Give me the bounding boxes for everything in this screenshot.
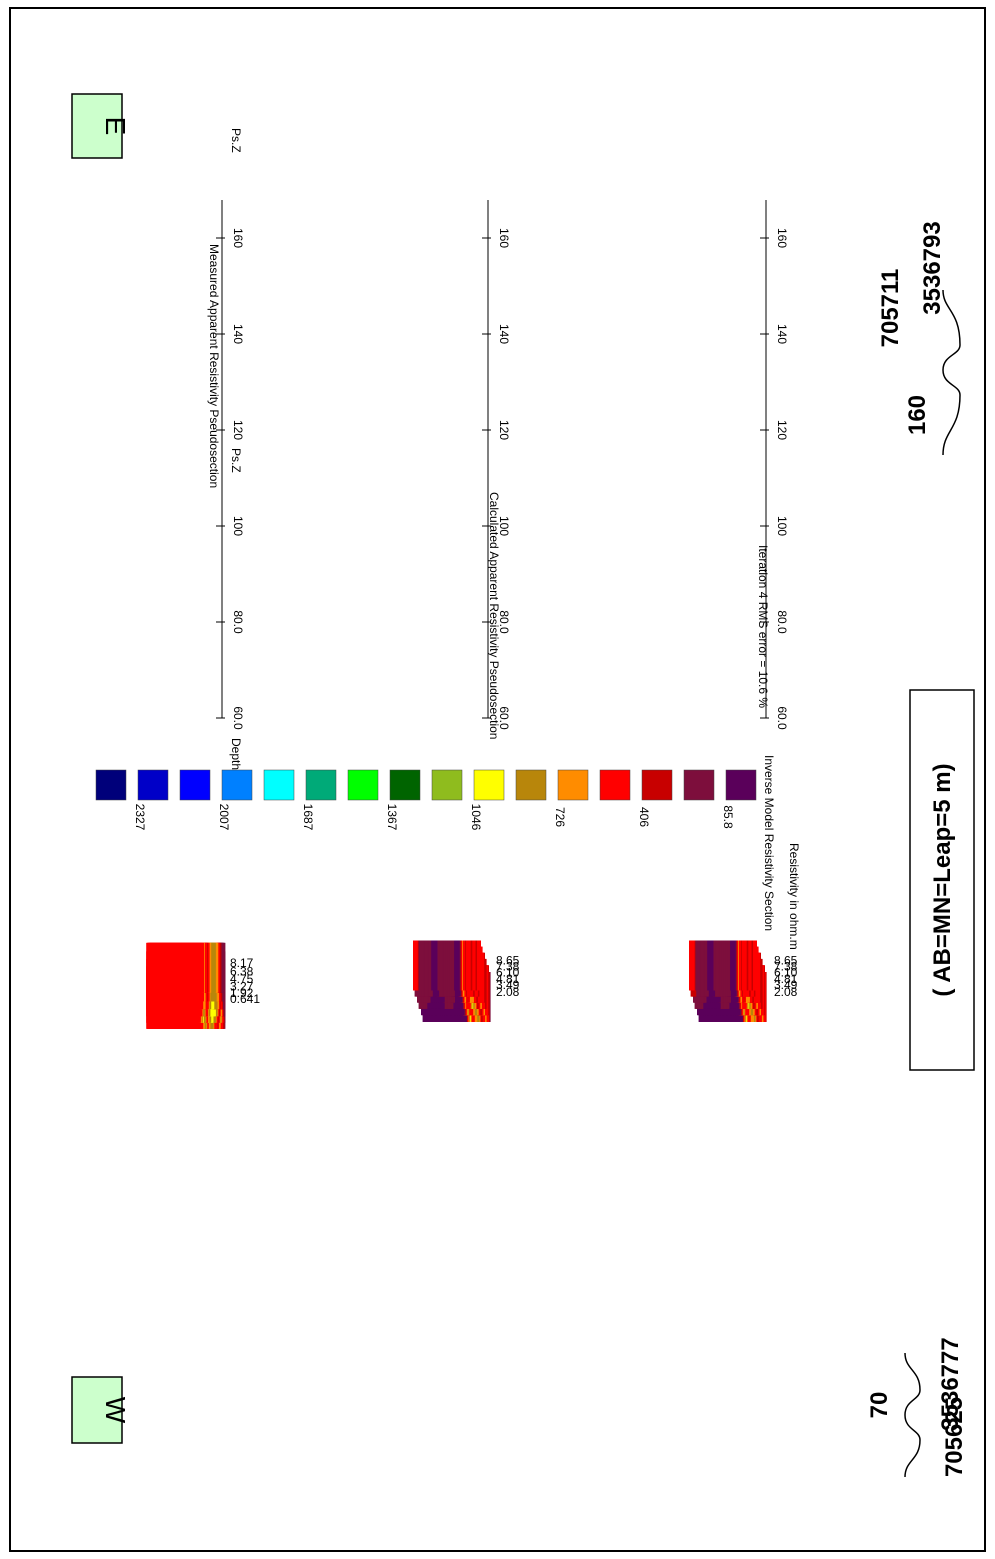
legend-swatch [347,769,379,801]
start-coord-b: 3536777 [937,1337,964,1430]
x-tick-label: 100 [231,516,245,536]
legend-swatch [431,769,463,801]
color-legend: 85.8 406 726 1046 1367 1687 2007 2327 [95,769,757,831]
rotated-sections: 2.083.494.816.107.388.6560.080.010012014… [95,128,801,1029]
legend-swatch [389,769,421,801]
end-coord-a: 705711 [877,269,904,348]
y-tick-label: 8.17 [230,956,254,970]
y-tick-label: 8.65 [496,953,520,967]
legend-label: 2327 [133,804,147,831]
y-tick-label: 3.27 [230,979,254,993]
end-endpoint: 160 705711 3536793 [877,221,961,456]
legend-swatch [725,769,757,801]
x-tick-label: 140 [497,324,511,344]
y-tick-label: 2.08 [496,985,520,999]
legend-title: Resistivity in ohm.m [787,843,801,950]
section-measured: 2.083.494.816.107.388.6560.080.010012014… [207,128,798,1022]
x-tick-label: 60.0 [231,706,245,730]
end-coord-b: 3536793 [919,221,946,314]
y-tick-label: 4.81 [496,972,520,986]
y-tick-label: 6.10 [774,966,798,980]
y-tick-label: 8.65 [774,953,798,967]
y-tick-label: 7.38 [496,960,520,974]
x-tick-label: 100 [497,516,511,536]
legend-swatch [473,769,505,801]
legend-swatch [557,769,589,801]
end-station: 160 [904,395,931,435]
legend-swatch [179,769,211,801]
inverse-title: Inverse Model Resistivity Section [762,755,776,931]
array-note: ( AB=MN=Leap=5 m) [929,763,956,996]
legend-swatch [599,769,631,801]
legend-swatch [221,769,253,801]
measured-title: Measured Apparent Resistivity Pseudosect… [207,244,221,488]
x-tick-label: 80.0 [497,610,511,634]
legend-label: 2007 [217,804,231,831]
x-tick-label: 120 [231,420,245,440]
x-tick-label: 160 [775,228,789,248]
x-tick-label: 140 [231,324,245,344]
measured-ylabel: Ps.Z [229,128,243,153]
heatmap-cell [412,940,418,991]
legend-swatch [305,769,337,801]
inverse-subtitle: Iteration 4 RMS error = 10.6 % [756,545,770,708]
inverse-ylabel: Depth [229,738,243,770]
x-tick-label: 120 [775,420,789,440]
x-tick-label: 60.0 [497,706,511,730]
measured-axes: 2.083.494.816.107.388.65 60.0 80.0 100 120 14… [760,200,798,999]
start-coord-a: 705625 [941,1397,968,1477]
y-tick-label: 4.81 [774,972,798,986]
legend-swatch [95,769,127,801]
legend-swatch [263,769,295,801]
legend-swatch [515,769,547,801]
y-tick-label: 6.38 [230,964,254,978]
calculated-cells [412,940,491,1022]
x-tick-label: 140 [775,324,789,344]
y-tick-label: 0.641 [230,992,260,1006]
calculated-title: Calculated Apparent Resistivity Pseudose… [487,492,501,739]
east-label: E [100,117,131,136]
legend-label: 1046 [469,804,483,831]
y-tick-label: 2.08 [774,985,798,999]
legend-swatch [137,769,169,801]
y-tick-label: 3.49 [774,978,798,992]
legend-swatch [641,769,673,801]
start-station: 70 [866,1392,893,1419]
calculated-axes: 2.083.494.816.107.388.65 60.0 80.0 100 120 14… [482,200,520,999]
start-brace [904,1352,921,1478]
heatmap-cell [146,942,151,993]
y-tick-label: 3.49 [496,978,520,992]
x-tick-label: 80.0 [231,610,245,634]
y-tick-label: 6.10 [496,966,520,980]
legend-label: 726 [553,807,567,827]
inverse-cells [146,942,226,1029]
y-tick-label: 1.92 [230,986,254,1000]
legend-label: 1687 [301,804,315,831]
section-calculated: 2.083.494.816.107.388.65 60.0 80.0 100 120 14… [229,200,520,1022]
start-endpoint: 70 705625 3536777 [866,1337,968,1477]
x-tick-label: 160 [497,228,511,248]
y-tick-label: 7.38 [774,960,798,974]
y-tick-label: 4.75 [230,972,254,986]
end-brace [942,289,961,456]
x-tick-label: 80.0 [775,610,789,634]
x-tick-label: 160 [231,228,245,248]
legend-swatch [683,769,715,801]
array-note-box: ( AB=MN=Leap=5 m) [909,689,975,1071]
x-tick-label: 60.0 [775,706,789,730]
calculated-ylabel: Ps.Z [229,448,243,473]
heatmap-cell [688,940,694,991]
legend-label: 1367 [385,804,399,831]
x-tick-label: 120 [497,420,511,440]
x-tick-label: 100 [775,516,789,536]
legend-label: 85.8 [721,805,735,829]
west-label: W [100,1397,131,1424]
east-label-box: E [71,93,131,159]
measured-cells [688,940,767,1022]
west-label-box: W [71,1376,131,1444]
legend-label: 406 [637,807,651,827]
